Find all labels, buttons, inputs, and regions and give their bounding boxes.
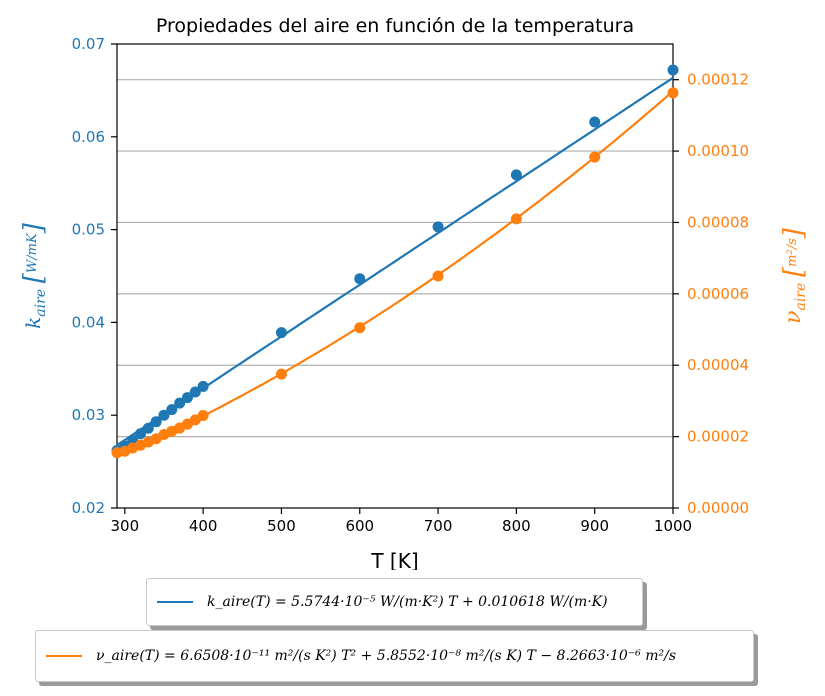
nu-data-point — [275, 368, 287, 380]
nu-data-point — [354, 322, 366, 334]
y-left-tick-label: 0.07 — [72, 35, 105, 53]
chart-title: Propiedades del aire en función de la te… — [156, 15, 634, 37]
legend-nu-label: ν_aire(T) = 6.6508·10⁻¹¹ m²/(s K²) T² + … — [96, 648, 677, 664]
k-data-point — [134, 428, 146, 440]
nu-data-point — [510, 213, 522, 225]
x-tick-label: 800 — [502, 517, 531, 535]
x-axis-label: T [K] — [370, 549, 418, 570]
y-left-tick-label: 0.06 — [72, 128, 105, 146]
y-right-tick-label: 0.00012 — [687, 71, 749, 89]
chart: 300 400 500 600 700 800 900 1000 0.02 0.03 0.04 0.0… — [19, 15, 810, 570]
k-data-point — [166, 404, 178, 416]
legend-nu-swatch — [46, 655, 82, 657]
x-tick-label: 600 — [345, 517, 374, 535]
k-data-point — [127, 434, 139, 446]
y-right-tick-label: 0.00000 — [687, 499, 749, 517]
k-data-point — [589, 116, 601, 128]
x-tick-label: 1000 — [654, 517, 692, 535]
nu-data-point — [589, 151, 601, 163]
k-data-point — [150, 416, 162, 428]
k-data-point — [275, 327, 287, 339]
grid-lines — [117, 79, 673, 438]
nu-data-point — [197, 410, 209, 422]
y-right-tick-label: 0.00002 — [687, 428, 749, 446]
plot-frame — [116, 43, 674, 509]
legend-k: k_aire(T) = 5.5744·10⁻⁵ W/(m·K²) T + 0.0… — [146, 578, 643, 626]
k-fit-line — [116, 76, 674, 446]
x-tick-label: 500 — [267, 517, 296, 535]
y-left-tick-label: 0.03 — [72, 406, 105, 424]
k-data-point — [181, 392, 193, 404]
k-data-point — [197, 380, 209, 392]
y-right-tick-label: 0.00004 — [687, 356, 749, 374]
legend-nu: ν_aire(T) = 6.6508·10⁻¹¹ m²/(s K²) T² + … — [35, 630, 754, 682]
x-tick-label: 900 — [580, 517, 609, 535]
k-data-point — [189, 386, 201, 398]
k-data-point — [142, 422, 154, 434]
k-data-point — [510, 169, 522, 181]
y-left-tick-label: 0.02 — [72, 499, 105, 517]
y-left-tick-label: 0.04 — [72, 313, 105, 331]
svg-text:kaire [W/mK]: kaire [W/mK] — [19, 222, 50, 329]
k-data-point — [158, 409, 170, 421]
y-left-tick-label: 0.05 — [72, 221, 105, 239]
y-right-axis-label: νaire [m²/s] — [779, 227, 810, 324]
k-data-point — [667, 64, 679, 76]
svg-text:νaire [m²/s]: νaire [m²/s] — [779, 227, 810, 324]
y-left-axis-label: kaire [W/mK] — [19, 222, 50, 329]
legend-k-swatch — [157, 601, 193, 603]
k-data-point — [174, 397, 186, 409]
k-data-point — [354, 273, 366, 285]
x-tick-label: 400 — [189, 517, 218, 535]
y-right-tick-label: 0.00008 — [687, 213, 749, 231]
x-tick-label: 700 — [424, 517, 453, 535]
nu-fit-line — [116, 90, 674, 458]
nu-data-point — [432, 270, 444, 282]
nu-data-point — [667, 87, 679, 99]
chart-axes: 300 400 500 600 700 800 900 1000 0.02 0.03 0.04 0.0… — [72, 35, 749, 535]
x-tick-label: 300 — [111, 517, 140, 535]
y-right-tick-label: 0.00010 — [687, 142, 749, 160]
y-right-tick-label: 0.00006 — [687, 285, 749, 303]
chart-marks — [111, 64, 679, 459]
legend-k-label: k_aire(T) = 5.5744·10⁻⁵ W/(m·K²) T + 0.0… — [207, 594, 608, 610]
k-data-point — [432, 221, 444, 233]
